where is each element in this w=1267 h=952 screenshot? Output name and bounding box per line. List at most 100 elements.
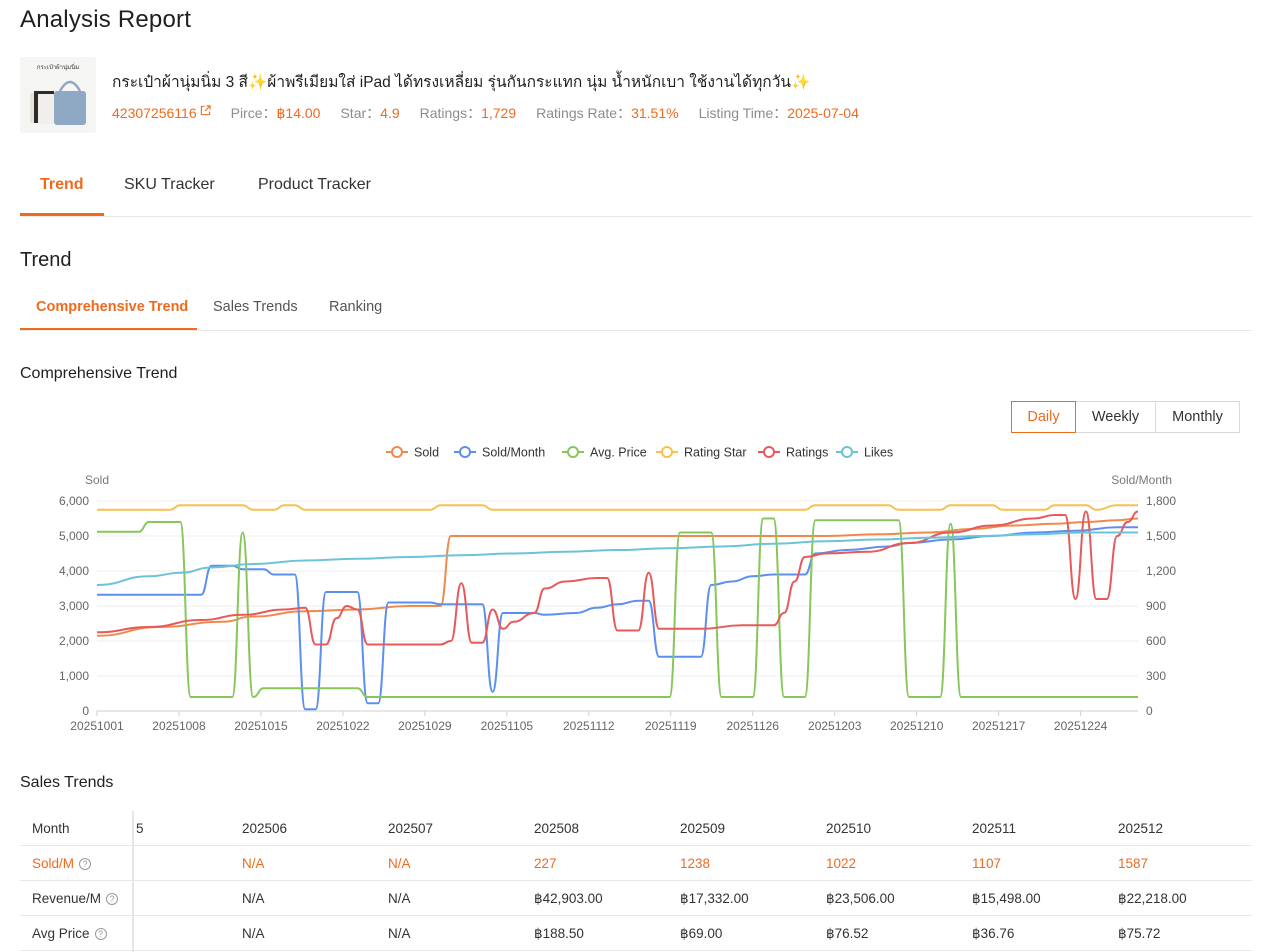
month-header-cell: 202506 <box>242 821 288 836</box>
legend-item[interactable]: Avg. Price <box>562 446 647 460</box>
left-axis-title: Sold <box>85 473 109 487</box>
table-cell: ฿36.76 <box>972 926 1015 941</box>
legend-item[interactable]: Likes <box>836 446 893 460</box>
sales-trends-title: Sales Trends <box>20 774 114 791</box>
listing-time-label: Listing Time： <box>698 105 788 121</box>
month-header-cell: 202510 <box>826 821 872 836</box>
listing-time-value: 2025-07-04 <box>787 105 859 121</box>
help-icon[interactable]: ? <box>94 927 107 940</box>
legend-item[interactable]: Ratings <box>758 446 828 460</box>
legend-label: Likes <box>864 446 893 460</box>
legend-label: Ratings <box>786 446 828 460</box>
x-tick-label: 20251105 <box>481 719 534 733</box>
listing-time-field: Listing Time：2025-07-04 <box>699 103 859 123</box>
thumbnail-caption: กระเป๋าผ้านุ่มนิ่ม <box>37 63 79 71</box>
table-cell: N/A <box>388 891 411 906</box>
comprehensive-trend-title: Comprehensive Trend <box>20 365 178 382</box>
table-header-row: Month 5 202506 202507 202508 202509 2025… <box>20 811 1252 846</box>
x-tick-label: 20251224 <box>1054 719 1108 733</box>
series-line-avg-price[interactable] <box>97 517 1138 698</box>
month-header-cell: 202509 <box>680 821 726 836</box>
tab-product-tracker[interactable]: Product Tracker <box>258 176 371 193</box>
product-id-link[interactable]: 42307256116 <box>112 104 211 121</box>
series-line-likes[interactable] <box>96 531 1138 586</box>
tab-sku-tracker[interactable]: SKU Tracker <box>124 176 215 193</box>
table-cell: N/A <box>242 891 265 906</box>
left-tick-label: 4,000 <box>59 564 89 578</box>
ratings-field: Ratings：1,729 <box>420 103 517 123</box>
legend-label: Sold/Month <box>482 446 545 460</box>
legend-item[interactable]: Sold <box>386 446 439 460</box>
comprehensive-trend-chart: Sold Sold/Month Avg. Price Rating Star Ratin… <box>59 446 1176 734</box>
tab-comprehensive-trend[interactable]: Comprehensive Trend <box>36 299 189 315</box>
x-tick-label: 20251112 <box>563 719 615 733</box>
month-header-cell: 202512 <box>1118 821 1164 836</box>
help-icon[interactable]: ? <box>106 892 119 905</box>
series-line-rating-star[interactable] <box>97 504 1138 511</box>
month-header-cell: 202507 <box>388 821 434 836</box>
row-label: Sold/M? <box>32 856 92 871</box>
left-tick-label: 5,000 <box>59 529 89 543</box>
chart-series <box>96 504 1139 711</box>
series-line-ratings[interactable] <box>96 510 1139 646</box>
right-tick-label: 1,200 <box>1146 564 1176 578</box>
left-tick-label: 3,000 <box>59 599 89 613</box>
external-link-icon[interactable] <box>200 104 211 116</box>
month-header-cell: 202508 <box>534 821 580 836</box>
legend-item[interactable]: Rating Star <box>656 446 747 460</box>
page-title: Analysis Report <box>20 6 192 33</box>
right-tick-label: 300 <box>1146 669 1166 683</box>
x-tick-label: 20251119 <box>645 719 697 733</box>
legend-label: Sold <box>414 446 439 460</box>
x-tick-label: 20251022 <box>316 719 370 733</box>
daily-button[interactable]: Daily <box>1011 401 1076 433</box>
legend-label: Rating Star <box>684 446 747 460</box>
series-line-sold[interactable] <box>96 517 1139 637</box>
month-header-cell: 202511 <box>972 821 1017 836</box>
table-cell: ฿15,498.00 <box>972 891 1041 906</box>
table-cell: ฿42,903.00 <box>534 891 603 906</box>
help-icon[interactable]: ? <box>79 857 92 870</box>
right-tick-label: 0 <box>1146 704 1153 718</box>
star-value: 4.9 <box>380 105 400 121</box>
right-tick-label: 1,800 <box>1146 494 1176 508</box>
left-tick-label: 2,000 <box>59 634 89 648</box>
row-label-text: Sold/M <box>32 856 75 871</box>
tab-sales-trends[interactable]: Sales Trends <box>213 299 298 315</box>
row-label: Revenue/M? <box>32 891 119 906</box>
period-toggle: Daily Weekly Monthly <box>1011 401 1240 433</box>
x-tick-label: 20251001 <box>70 719 124 733</box>
monthly-button[interactable]: Monthly <box>1156 401 1240 433</box>
tab-trend[interactable]: Trend <box>40 176 84 193</box>
right-tick-label: 600 <box>1146 634 1166 648</box>
left-tick-label: 1,000 <box>59 669 89 683</box>
legend-marker <box>763 446 775 458</box>
table-row-revenue: Revenue/M? N/A N/A ฿42,903.00 ฿17,332.00… <box>20 881 1252 916</box>
table-row-sold: Sold/M? N/A N/A 227 1238 1022 1107 1587 <box>20 846 1252 881</box>
active-subtab-indicator <box>20 328 197 330</box>
series-line-sold-month[interactable] <box>97 526 1138 711</box>
main-tabs: Trend SKU Tracker Product Tracker <box>20 158 1252 217</box>
x-tick-label: 20251210 <box>890 719 944 733</box>
x-tick-label: 20251217 <box>972 719 1026 733</box>
product-id[interactable]: 42307256116 <box>112 105 197 121</box>
table-cell: N/A <box>242 926 265 941</box>
active-tab-indicator <box>20 213 104 216</box>
table-cell: 1587 <box>1118 856 1149 871</box>
right-tick-label: 900 <box>1146 599 1166 613</box>
product-thumbnail[interactable]: กระเป๋าผ้านุ่มนิ่ม <box>20 57 96 133</box>
row-label-text: Revenue/M <box>32 891 102 906</box>
chart-axes: 0 0 1,000 300 2,000 600 3,000 900 4,000 1,200 5,00… <box>59 494 1176 733</box>
legend-item[interactable]: Sold/Month <box>454 446 545 460</box>
x-tick-label: 20251203 <box>808 719 862 733</box>
table-cell: ฿22,218.00 <box>1118 891 1187 906</box>
price-label: Pirce： <box>230 105 277 121</box>
product-name: กระเป๋าผ้านุ่มนิ่ม 3 สี✨ผ้าพรีเมียมใส่ i… <box>112 74 811 91</box>
sub-tabs: Comprehensive Trend Sales Trends Ranking <box>20 288 1252 331</box>
tab-ranking[interactable]: Ranking <box>329 299 383 315</box>
table-cell: ฿75.72 <box>1118 926 1161 941</box>
ratings-label: Ratings： <box>419 105 482 121</box>
weekly-button[interactable]: Weekly <box>1076 401 1156 433</box>
ratings-rate-value: 31.51% <box>631 105 679 121</box>
chart-legend: Sold Sold/Month Avg. Price Rating Star Ratin… <box>386 446 893 460</box>
